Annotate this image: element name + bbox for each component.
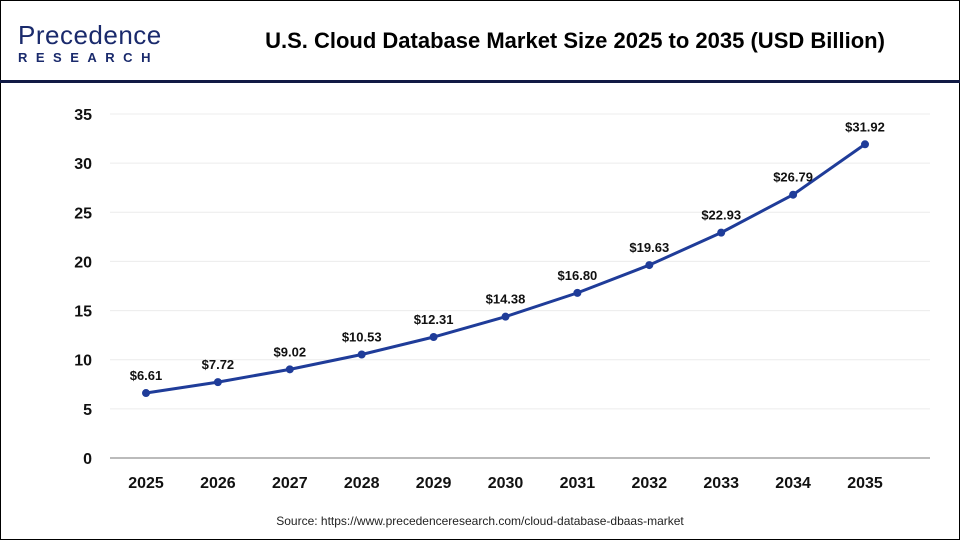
chart-title: U.S. Cloud Database Market Size 2025 to …: [265, 28, 885, 53]
data-label: $9.02: [274, 344, 307, 359]
data-label: $7.72: [202, 357, 235, 372]
x-tick-label: 2027: [272, 475, 308, 492]
data-point: [789, 190, 798, 199]
x-tick-label: 2033: [703, 475, 739, 492]
y-tick-label: 15: [74, 304, 92, 321]
x-tick-label: 2034: [775, 475, 811, 492]
data-point: [861, 140, 869, 149]
y-tick-label: 30: [74, 156, 92, 173]
data-label: $14.38: [486, 292, 526, 307]
data-point: [357, 350, 366, 359]
x-tick-label: 2029: [416, 475, 452, 492]
data-point: [213, 378, 222, 387]
x-tick-label: 2035: [847, 475, 883, 492]
series-line: [145, 143, 866, 395]
data-point: [717, 228, 726, 237]
header: Precedence RESEARCH U.S. Cloud Database …: [0, 0, 960, 83]
data-point: [501, 312, 510, 321]
x-tick-label: 2028: [344, 475, 380, 492]
y-tick-label: 20: [74, 254, 92, 271]
x-tick-label: 2031: [560, 475, 596, 492]
x-tick-label: 2030: [488, 475, 524, 492]
y-tick-label: 35: [74, 107, 92, 124]
data-label: $12.31: [414, 312, 454, 327]
x-tick-label: 2026: [200, 475, 236, 492]
logo-main-text: Precedence: [18, 20, 162, 50]
data-point: [645, 261, 654, 270]
source-text: Source: https://www.precedenceresearch.c…: [276, 514, 684, 528]
logo-sub-text: RESEARCH: [18, 50, 159, 65]
data-label: $31.92: [845, 119, 885, 134]
data-label: $26.79: [773, 170, 813, 185]
x-tick-label: 2032: [632, 475, 668, 492]
precedence-research-logo: Precedence RESEARCH: [18, 22, 162, 65]
data-label: $10.53: [342, 330, 382, 345]
y-tick-label: 5: [83, 402, 92, 419]
data-point: [285, 365, 294, 374]
data-point: [573, 288, 582, 297]
x-tick-label: 2025: [128, 475, 164, 492]
data-label: $16.80: [558, 268, 598, 283]
data-point: [429, 333, 438, 342]
data-point: [142, 389, 150, 398]
data-label: $22.93: [701, 208, 741, 223]
data-label: $19.63: [629, 240, 669, 255]
data-label: $6.61: [130, 368, 163, 383]
y-tick-label: 25: [74, 205, 92, 222]
y-tick-label: 10: [74, 353, 92, 370]
y-tick-label: 0: [83, 451, 92, 468]
